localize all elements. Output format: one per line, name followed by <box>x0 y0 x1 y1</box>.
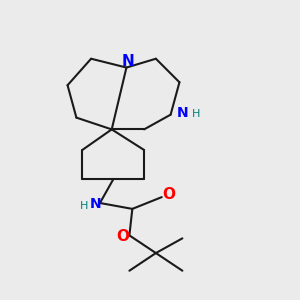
Text: O: O <box>162 187 175 202</box>
Text: H: H <box>191 109 200 119</box>
Text: N: N <box>122 54 134 69</box>
Text: O: O <box>116 230 129 244</box>
Text: H: H <box>80 201 88 211</box>
Text: N: N <box>90 197 101 212</box>
Text: N: N <box>177 106 189 120</box>
